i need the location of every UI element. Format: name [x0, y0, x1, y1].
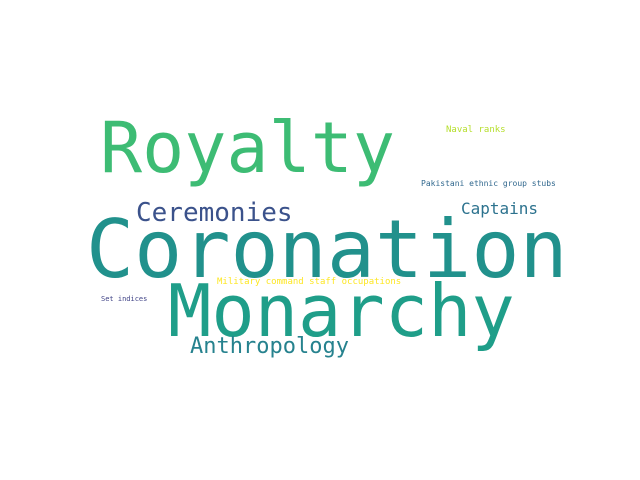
word-captains: Captains — [461, 199, 539, 218]
word-ceremonies: Ceremonies — [136, 198, 293, 228]
word-anthropology: Anthropology — [190, 334, 349, 359]
word-naval-ranks: Naval ranks — [446, 125, 506, 135]
word-pakistani-ethnic-group-stubs: Pakistani ethnic group stubs — [421, 179, 556, 188]
word-coronation: Coronation — [86, 203, 568, 296]
word-royalty: Royalty — [100, 107, 396, 189]
word-monarchy: Monarchy — [168, 269, 515, 353]
word-set-indices: Set indices — [101, 295, 148, 303]
word-military-command-staff-occupations: Military command staff occupations — [217, 277, 402, 287]
